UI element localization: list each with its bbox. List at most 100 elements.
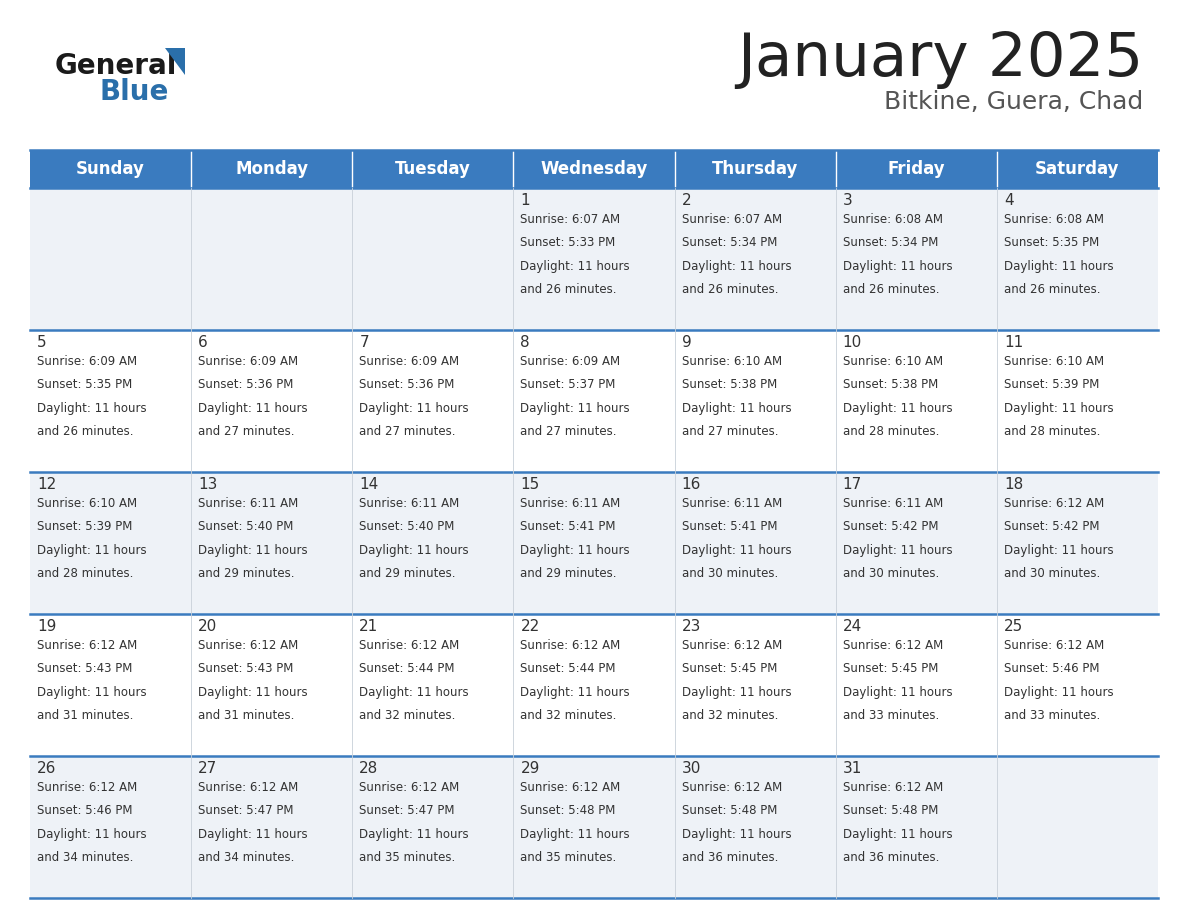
Text: and 29 minutes.: and 29 minutes. (198, 567, 295, 580)
Text: Sunrise: 6:10 AM: Sunrise: 6:10 AM (682, 355, 782, 368)
Text: Sunset: 5:36 PM: Sunset: 5:36 PM (198, 378, 293, 391)
Text: and 29 minutes.: and 29 minutes. (520, 567, 617, 580)
Bar (997, 150, 1158, 188)
Text: Sunrise: 6:12 AM: Sunrise: 6:12 AM (37, 639, 138, 652)
Text: Sunset: 5:47 PM: Sunset: 5:47 PM (359, 804, 455, 817)
Text: Daylight: 11 hours: Daylight: 11 hours (1004, 260, 1113, 273)
Text: 26: 26 (37, 761, 56, 776)
Bar (675, 756, 835, 898)
Text: Daylight: 11 hours: Daylight: 11 hours (682, 828, 791, 841)
Text: Sunrise: 6:11 AM: Sunrise: 6:11 AM (842, 497, 943, 510)
Bar (30, 188, 191, 330)
Text: Sunrise: 6:12 AM: Sunrise: 6:12 AM (359, 639, 460, 652)
Bar (835, 614, 997, 756)
Text: and 28 minutes.: and 28 minutes. (37, 567, 133, 580)
Text: 8: 8 (520, 335, 530, 350)
Text: and 33 minutes.: and 33 minutes. (1004, 710, 1100, 722)
Bar (353, 188, 513, 330)
Text: and 27 minutes.: and 27 minutes. (520, 425, 617, 438)
Text: Sunrise: 6:07 AM: Sunrise: 6:07 AM (682, 213, 782, 226)
Text: and 36 minutes.: and 36 minutes. (842, 851, 939, 864)
Text: Sunset: 5:47 PM: Sunset: 5:47 PM (198, 804, 293, 817)
Bar (191, 150, 353, 188)
Text: 7: 7 (359, 335, 369, 350)
Text: Daylight: 11 hours: Daylight: 11 hours (520, 686, 630, 699)
Text: and 28 minutes.: and 28 minutes. (1004, 425, 1100, 438)
Text: Sunset: 5:44 PM: Sunset: 5:44 PM (359, 663, 455, 676)
Bar (353, 150, 513, 188)
Text: and 34 minutes.: and 34 minutes. (37, 851, 133, 864)
Text: and 31 minutes.: and 31 minutes. (198, 710, 295, 722)
Text: and 32 minutes.: and 32 minutes. (520, 710, 617, 722)
Text: Daylight: 11 hours: Daylight: 11 hours (359, 828, 469, 841)
Text: Daylight: 11 hours: Daylight: 11 hours (359, 402, 469, 415)
Text: Daylight: 11 hours: Daylight: 11 hours (682, 402, 791, 415)
Text: Sunset: 5:48 PM: Sunset: 5:48 PM (682, 804, 777, 817)
Text: Sunrise: 6:08 AM: Sunrise: 6:08 AM (842, 213, 943, 226)
Bar (191, 614, 353, 756)
Bar (835, 756, 997, 898)
Text: 30: 30 (682, 761, 701, 776)
Text: and 32 minutes.: and 32 minutes. (682, 710, 778, 722)
Text: Bitkine, Guera, Chad: Bitkine, Guera, Chad (884, 90, 1143, 114)
Text: Sunrise: 6:11 AM: Sunrise: 6:11 AM (520, 497, 620, 510)
Text: Sunrise: 6:10 AM: Sunrise: 6:10 AM (37, 497, 137, 510)
Text: Daylight: 11 hours: Daylight: 11 hours (359, 686, 469, 699)
Text: Thursday: Thursday (712, 160, 798, 178)
Text: Sunrise: 6:07 AM: Sunrise: 6:07 AM (520, 213, 620, 226)
Text: Sunrise: 6:12 AM: Sunrise: 6:12 AM (520, 639, 620, 652)
Text: Sunrise: 6:12 AM: Sunrise: 6:12 AM (842, 781, 943, 794)
Text: 17: 17 (842, 477, 862, 492)
Text: Sunset: 5:34 PM: Sunset: 5:34 PM (682, 237, 777, 250)
Text: Sunset: 5:45 PM: Sunset: 5:45 PM (682, 663, 777, 676)
Text: Daylight: 11 hours: Daylight: 11 hours (37, 686, 146, 699)
Bar (835, 330, 997, 472)
Text: Daylight: 11 hours: Daylight: 11 hours (1004, 686, 1113, 699)
Text: Sunrise: 6:12 AM: Sunrise: 6:12 AM (682, 639, 782, 652)
Text: 4: 4 (1004, 193, 1013, 208)
Text: 18: 18 (1004, 477, 1023, 492)
Text: and 26 minutes.: and 26 minutes. (682, 284, 778, 297)
Text: and 36 minutes.: and 36 minutes. (682, 851, 778, 864)
Text: Daylight: 11 hours: Daylight: 11 hours (842, 402, 953, 415)
Text: Sunrise: 6:12 AM: Sunrise: 6:12 AM (1004, 497, 1104, 510)
Bar (675, 188, 835, 330)
Text: Daylight: 11 hours: Daylight: 11 hours (1004, 402, 1113, 415)
Text: Daylight: 11 hours: Daylight: 11 hours (842, 543, 953, 557)
Text: 16: 16 (682, 477, 701, 492)
Text: 13: 13 (198, 477, 217, 492)
Bar (997, 330, 1158, 472)
Text: and 30 minutes.: and 30 minutes. (682, 567, 778, 580)
Text: Sunset: 5:42 PM: Sunset: 5:42 PM (842, 521, 939, 533)
Text: Daylight: 11 hours: Daylight: 11 hours (682, 686, 791, 699)
Bar (353, 472, 513, 614)
Text: and 35 minutes.: and 35 minutes. (520, 851, 617, 864)
Text: January 2025: January 2025 (737, 30, 1143, 89)
Text: Daylight: 11 hours: Daylight: 11 hours (520, 543, 630, 557)
Text: 6: 6 (198, 335, 208, 350)
Text: Sunrise: 6:12 AM: Sunrise: 6:12 AM (1004, 639, 1104, 652)
Bar (675, 614, 835, 756)
Text: and 32 minutes.: and 32 minutes. (359, 710, 456, 722)
Text: Sunrise: 6:11 AM: Sunrise: 6:11 AM (682, 497, 782, 510)
Text: 11: 11 (1004, 335, 1023, 350)
Text: and 27 minutes.: and 27 minutes. (359, 425, 456, 438)
Text: Daylight: 11 hours: Daylight: 11 hours (520, 260, 630, 273)
Text: Daylight: 11 hours: Daylight: 11 hours (198, 402, 308, 415)
Text: and 29 minutes.: and 29 minutes. (359, 567, 456, 580)
Text: Sunset: 5:42 PM: Sunset: 5:42 PM (1004, 521, 1099, 533)
Text: and 34 minutes.: and 34 minutes. (198, 851, 295, 864)
Text: Sunrise: 6:09 AM: Sunrise: 6:09 AM (359, 355, 460, 368)
Bar (675, 330, 835, 472)
Text: Daylight: 11 hours: Daylight: 11 hours (842, 260, 953, 273)
Text: 28: 28 (359, 761, 379, 776)
Text: Wednesday: Wednesday (541, 160, 647, 178)
Text: Monday: Monday (235, 160, 308, 178)
Text: Sunrise: 6:09 AM: Sunrise: 6:09 AM (198, 355, 298, 368)
Text: Sunrise: 6:12 AM: Sunrise: 6:12 AM (520, 781, 620, 794)
Text: and 27 minutes.: and 27 minutes. (198, 425, 295, 438)
Text: Saturday: Saturday (1035, 160, 1119, 178)
Text: 27: 27 (198, 761, 217, 776)
Text: Sunset: 5:35 PM: Sunset: 5:35 PM (37, 378, 132, 391)
Bar (997, 614, 1158, 756)
